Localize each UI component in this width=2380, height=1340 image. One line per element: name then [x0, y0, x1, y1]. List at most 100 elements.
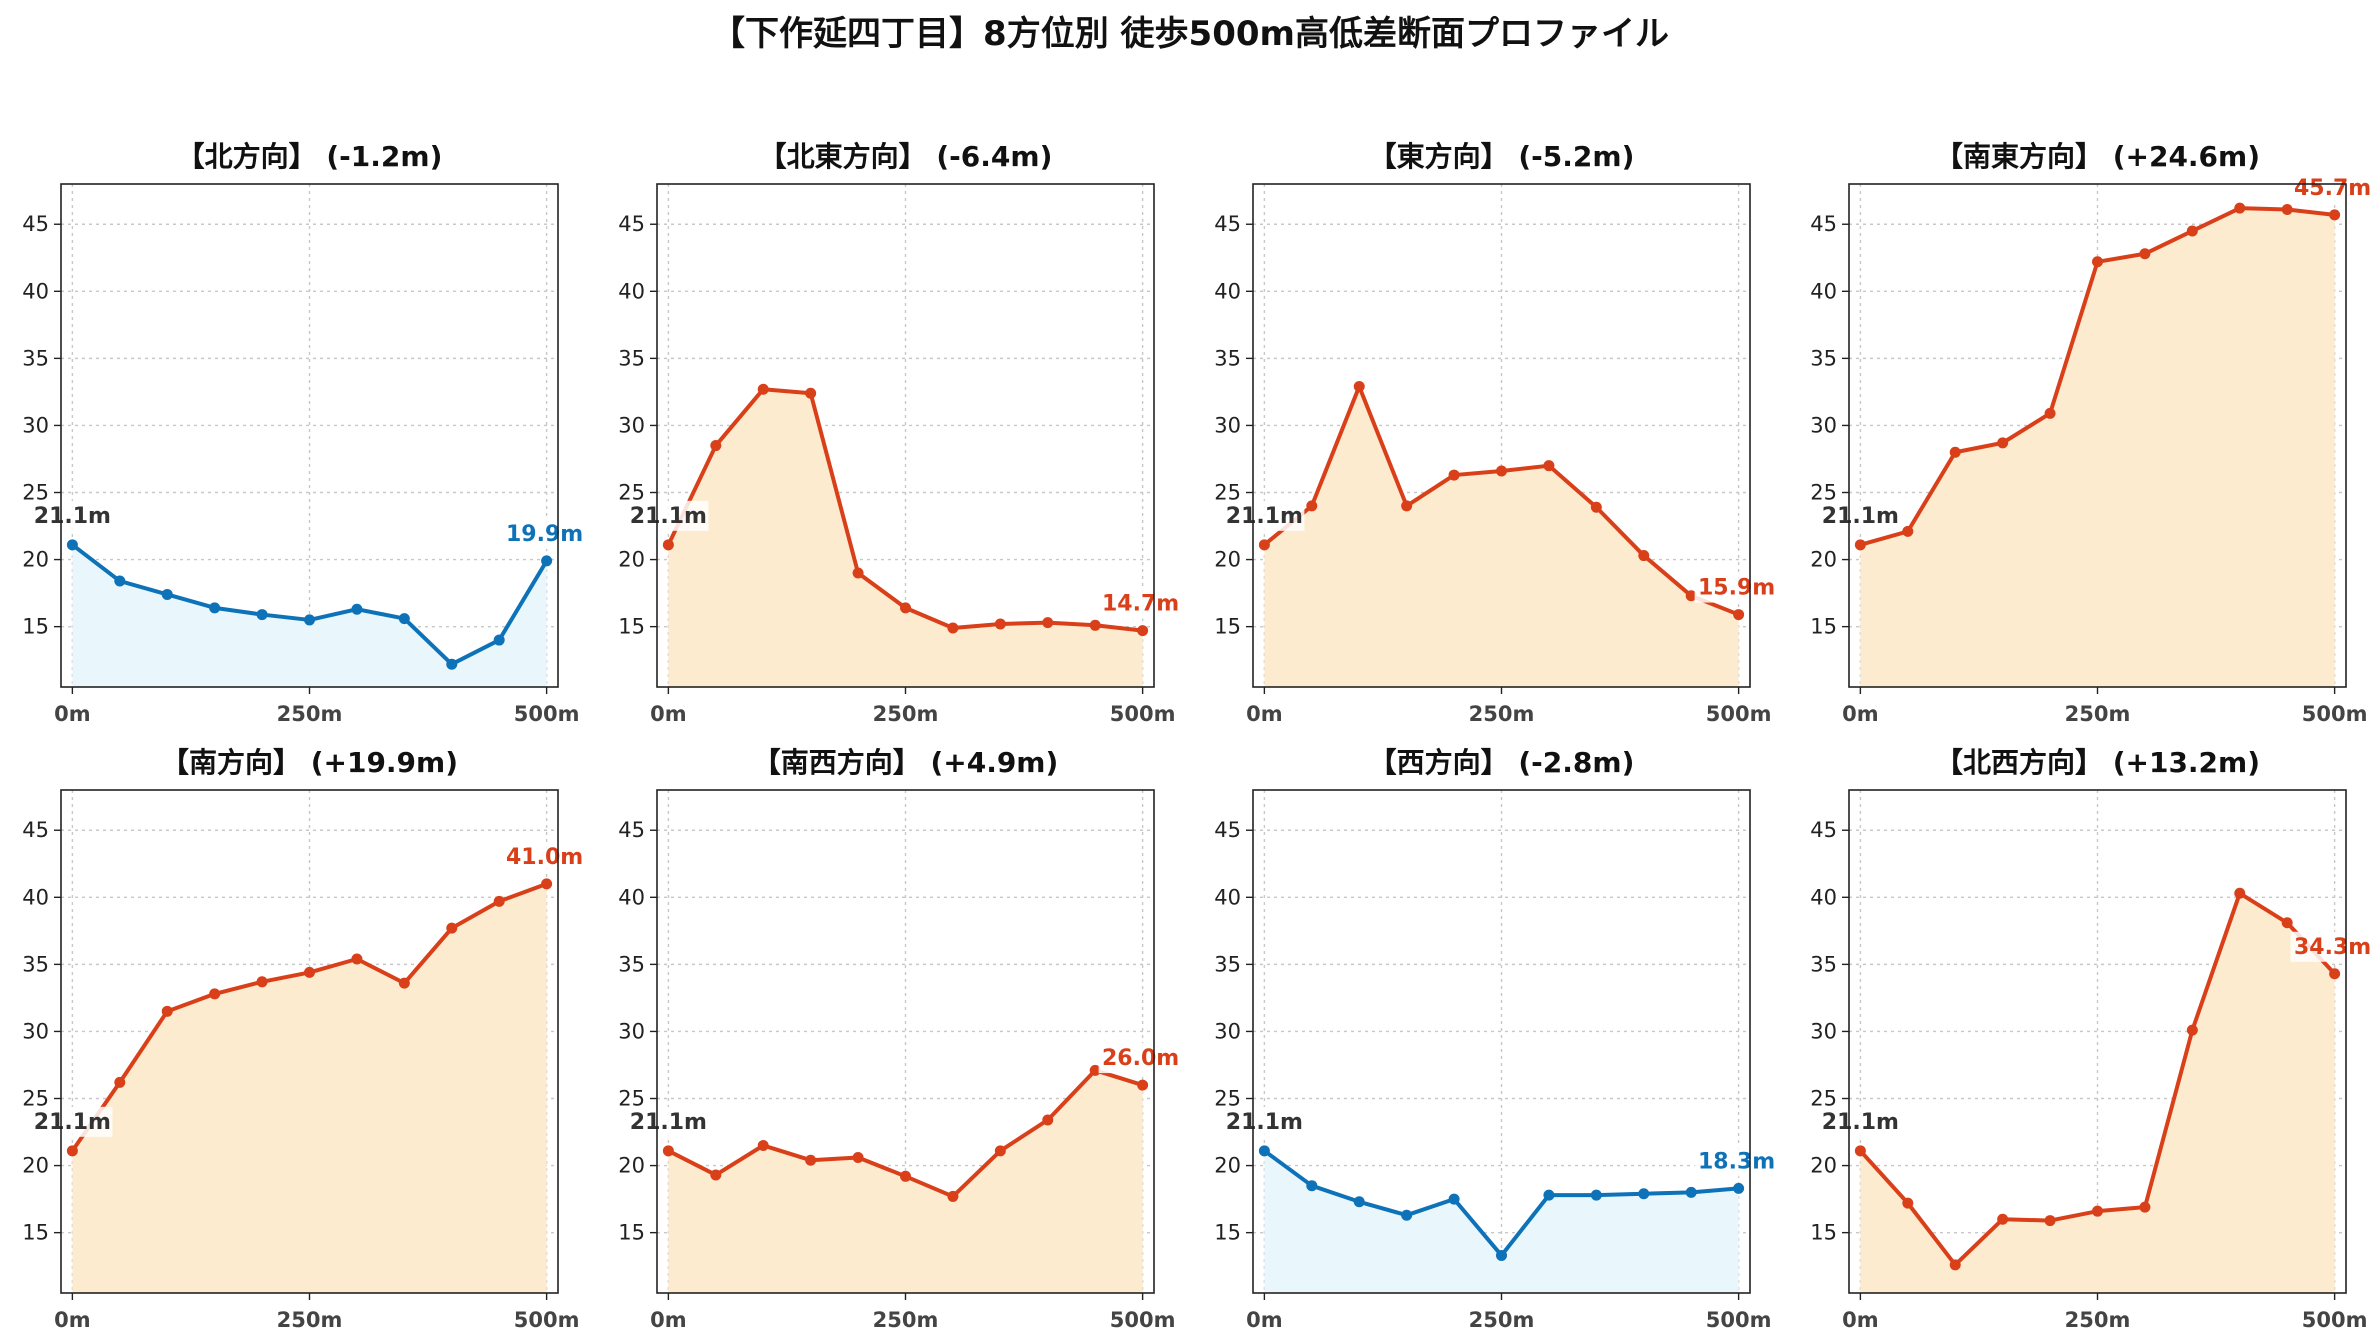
data-point	[994, 618, 1006, 630]
x-tick-label: 250m	[873, 1308, 939, 1332]
panel-frame	[656, 183, 1155, 688]
end-label-box	[1694, 572, 1779, 603]
start-label-box	[628, 1106, 709, 1137]
y-tick-label: 25	[1810, 481, 1837, 505]
y-tick-label: 45	[1810, 818, 1837, 842]
data-point	[1854, 1145, 1866, 1157]
data-point	[1401, 500, 1413, 512]
panel-frame	[656, 789, 1155, 1294]
y-tick-label: 45	[1810, 212, 1837, 236]
x-tick-label: 250m	[1469, 702, 1535, 726]
x-tick-label: 500m	[2302, 1308, 2368, 1332]
y-tick-label: 40	[618, 885, 645, 909]
end-label: 45.7m	[2294, 176, 2371, 201]
data-point	[446, 658, 458, 670]
data-point	[1902, 525, 1914, 537]
data-point	[1902, 1197, 1914, 1209]
y-tick-label: 35	[1810, 952, 1837, 976]
y-tick-label: 25	[618, 481, 645, 505]
end-label: 15.9m	[1698, 576, 1775, 601]
y-tick-label: 15	[618, 615, 645, 639]
y-tick-label: 15	[618, 1221, 645, 1245]
y-tick-label: 40	[1214, 279, 1241, 303]
y-tick-label: 15	[1214, 615, 1241, 639]
data-point	[1543, 1189, 1555, 1201]
x-tick-label: 0m	[54, 702, 91, 726]
y-tick-label: 30	[1810, 1019, 1837, 1043]
data-point	[1089, 1064, 1101, 1076]
start-label-box	[1224, 500, 1305, 531]
data-point	[805, 1154, 817, 1166]
data-point	[662, 539, 674, 551]
end-label-box	[2290, 172, 2375, 203]
panel-title: 【西方向】 (-2.8m)	[1369, 746, 1635, 779]
data-point	[1042, 617, 1054, 629]
data-point	[1448, 1193, 1460, 1205]
data-point	[2139, 1201, 2151, 1213]
x-tick-label: 250m	[277, 702, 343, 726]
data-point	[1353, 381, 1365, 393]
data-point	[398, 977, 410, 989]
start-label: 21.1m	[630, 504, 707, 529]
data-point	[256, 609, 268, 621]
start-label-box	[1820, 500, 1901, 531]
end-label-box	[1694, 1146, 1779, 1177]
data-point	[1543, 460, 1555, 472]
panel-title: 【南方向】 (+19.9m)	[161, 746, 458, 779]
y-tick-label: 40	[1810, 279, 1837, 303]
y-tick-label: 20	[1214, 548, 1241, 572]
data-point	[710, 1169, 722, 1181]
data-point	[1306, 500, 1318, 512]
start-label-box	[1820, 1106, 1901, 1137]
panel-7: 【西方向】 (-2.8m) 15 20 25 30 35 40 45 0m 250m 500m 21.…	[1214, 746, 1779, 1332]
data-point	[1042, 1114, 1054, 1126]
data-point	[541, 878, 553, 890]
data-point	[852, 567, 864, 579]
elevation-area	[72, 544, 547, 687]
data-point	[1137, 625, 1149, 637]
data-point	[994, 1145, 1006, 1157]
y-tick-label: 20	[1810, 1154, 1837, 1178]
data-point	[1258, 539, 1270, 551]
x-tick-label: 250m	[873, 702, 939, 726]
panel-title: 【東方向】 (-5.2m)	[1369, 140, 1635, 173]
data-point	[1401, 1209, 1413, 1221]
end-label: 41.0m	[506, 845, 583, 870]
x-tick-label: 500m	[1110, 702, 1176, 726]
chart-title: 【下作延四丁目】8方位別 徒歩500m高低差断面プロファイル	[711, 14, 1669, 54]
data-point	[1496, 465, 1507, 477]
data-point	[114, 575, 126, 587]
data-point	[161, 588, 173, 600]
y-tick-label: 45	[618, 818, 645, 842]
y-tick-label: 35	[22, 346, 49, 370]
x-tick-label: 250m	[277, 1308, 343, 1332]
end-label-box	[1098, 1043, 1183, 1074]
y-tick-label: 35	[1810, 346, 1837, 370]
start-label: 21.1m	[1226, 1110, 1303, 1135]
panel-2: 【北東方向】 (-6.4m) 15 20 25 30 35 40 45 0m 250m 500m 21…	[618, 140, 1183, 726]
elevation-area	[668, 389, 1143, 687]
data-point	[900, 602, 911, 614]
data-point	[2234, 202, 2246, 214]
panel-title: 【南東方向】 (+24.6m)	[1935, 140, 2260, 173]
data-point	[1590, 1189, 1602, 1201]
data-point	[2281, 917, 2293, 929]
panel-1: 【北方向】 (-1.2m) 15 20 25 30 35 40 45 0m 250m 500m 21.…	[22, 140, 587, 726]
panel-frame	[60, 789, 559, 1294]
data-point	[1089, 619, 1101, 631]
data-point	[1733, 609, 1745, 621]
x-tick-label: 0m	[650, 702, 687, 726]
panel-title: 【北西方向】 (+13.2m)	[1935, 746, 2260, 779]
panel-4: 【南東方向】 (+24.6m) 15 20 25 30 35 40 45 0m 250m 500m 2…	[1810, 140, 2375, 726]
panel-8: 【北西方向】 (+13.2m) 15 20 25 30 35 40 45 0m 250m 500m 2…	[1810, 746, 2375, 1332]
data-point	[351, 953, 363, 965]
x-tick-label: 0m	[1246, 1308, 1283, 1332]
y-tick-label: 35	[1214, 952, 1241, 976]
y-tick-label: 30	[1214, 1019, 1241, 1043]
start-label: 21.1m	[34, 504, 111, 529]
data-point	[2044, 407, 2056, 419]
panel-3: 【東方向】 (-5.2m) 15 20 25 30 35 40 45 0m 250m 500m 21.…	[1214, 140, 1779, 726]
data-point	[1685, 1186, 1697, 1198]
data-point	[2186, 1024, 2198, 1036]
data-point	[662, 1145, 674, 1157]
